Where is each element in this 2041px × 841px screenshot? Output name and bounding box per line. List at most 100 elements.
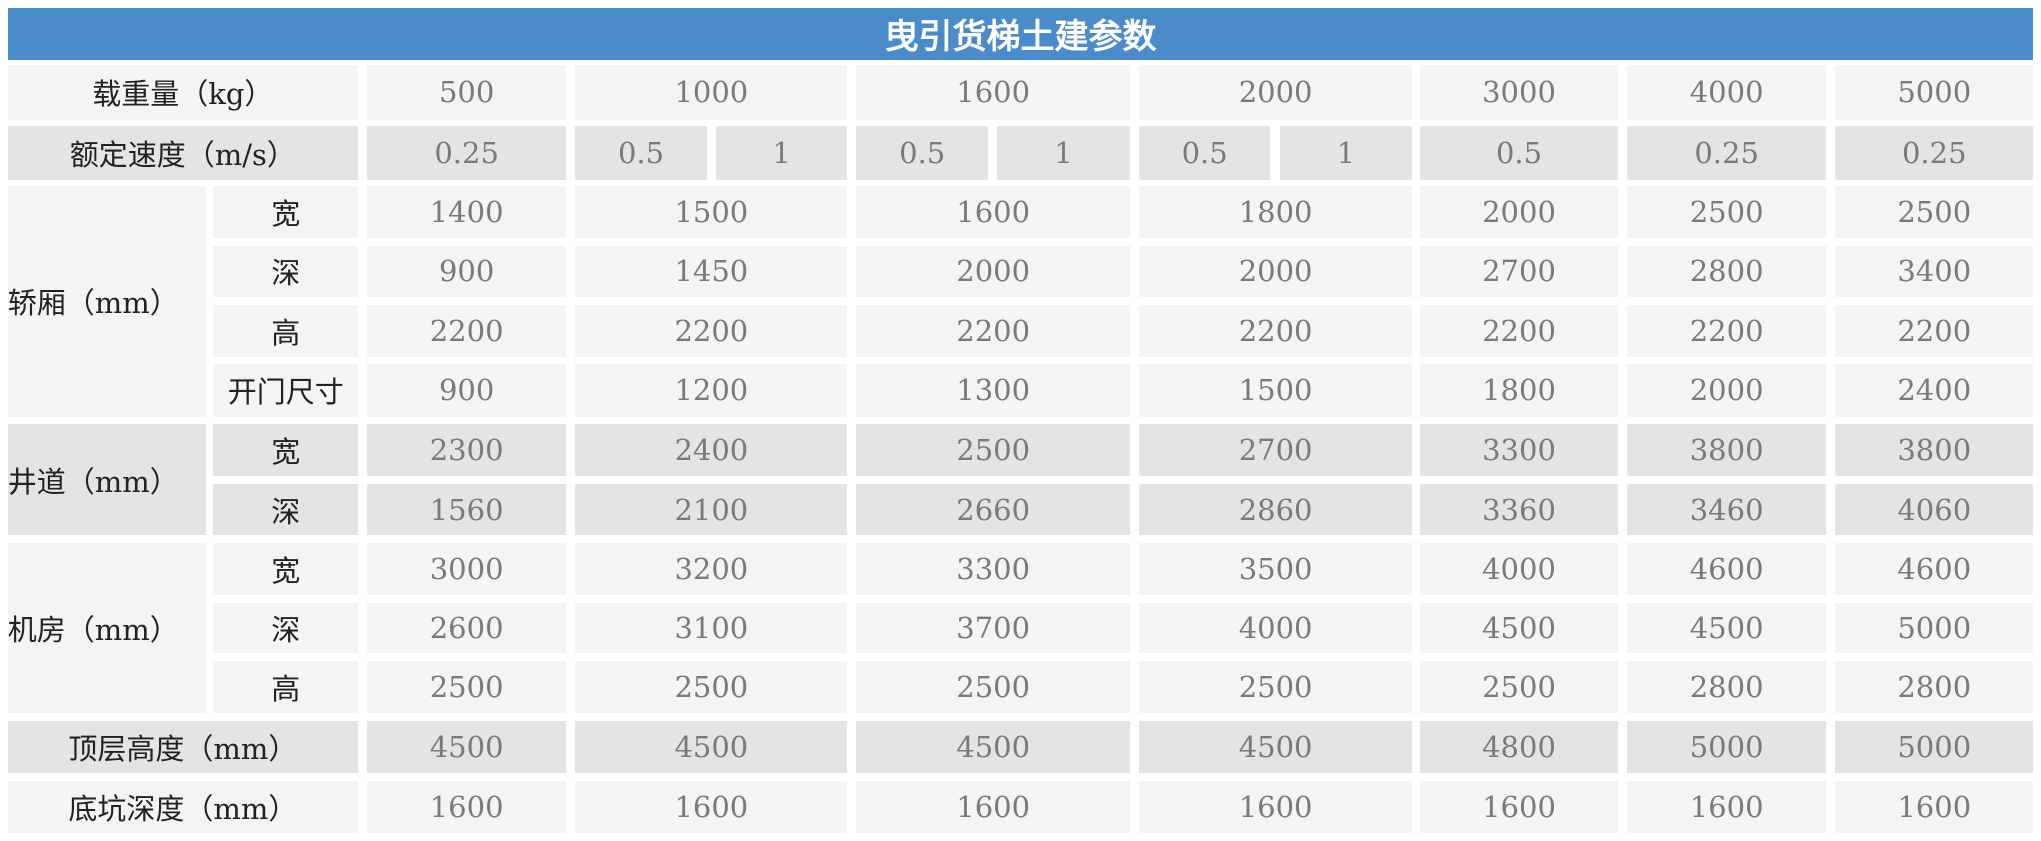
value-cell: 2800 [1835, 661, 2034, 714]
value-cell: 1500 [575, 186, 848, 239]
value-cell: 2200 [1138, 304, 1413, 357]
value-cell: 0.5 [1138, 126, 1271, 180]
value-cell: 1400 [367, 186, 567, 239]
value-cell: 0.5 [856, 126, 988, 180]
value-cell: 0.25 [1835, 126, 2034, 180]
row-label: 额定速度（m/s） [7, 126, 358, 180]
value-cell: 0.5 [575, 126, 707, 180]
value-cell: 1600 [367, 780, 567, 834]
value-cell: 2400 [575, 424, 848, 477]
value-cell: 1800 [1420, 364, 1618, 417]
value-cell: 2800 [1627, 246, 1827, 297]
value-cell: 2100 [575, 484, 848, 535]
row-label: 顶层高度（mm） [7, 721, 358, 774]
row-label: 宽 [213, 424, 358, 477]
group-label: 机房（mm） [7, 542, 206, 714]
row-label: 深 [213, 246, 358, 297]
row-label: 宽 [213, 186, 358, 239]
value-cell: 1560 [367, 484, 567, 535]
value-cell: 2500 [367, 661, 567, 714]
value-cell: 2500 [1138, 661, 1413, 714]
value-cell: 1 [715, 126, 848, 180]
value-cell: 2200 [1835, 304, 2034, 357]
value-cell: 2200 [367, 304, 567, 357]
value-cell: 1600 [1627, 780, 1827, 834]
value-cell: 2700 [1138, 424, 1413, 477]
value-cell: 4600 [1627, 542, 1827, 595]
value-cell: 2000 [1138, 246, 1413, 297]
value-cell: 3000 [367, 542, 567, 595]
value-cell: 4600 [1835, 542, 2034, 595]
value-cell: 2500 [575, 661, 848, 714]
value-cell: 2000 [1420, 186, 1618, 239]
value-cell: 1450 [575, 246, 848, 297]
value-cell: 3800 [1835, 424, 2034, 477]
value-cell: 2860 [1138, 484, 1413, 535]
value-cell: 1 [997, 126, 1130, 180]
value-cell: 2200 [575, 304, 848, 357]
value-cell: 4800 [1420, 721, 1618, 774]
value-cell: 2000 [1627, 364, 1827, 417]
value-cell: 1600 [1138, 780, 1413, 834]
value-cell: 2500 [1835, 186, 2034, 239]
value-cell: 900 [367, 246, 567, 297]
value-cell: 0.25 [1627, 126, 1827, 180]
value-cell: 4500 [856, 721, 1130, 774]
value-cell: 4500 [367, 721, 567, 774]
value-cell: 1600 [856, 65, 1130, 120]
value-cell: 2500 [1420, 661, 1618, 714]
value-cell: 3000 [1420, 65, 1618, 120]
value-cell: 2500 [856, 661, 1130, 714]
row-label: 宽 [213, 542, 358, 595]
group-label: 轿厢（mm） [7, 186, 206, 417]
value-cell: 1600 [1420, 780, 1618, 834]
row-label: 高 [213, 661, 358, 714]
value-cell: 2400 [1835, 364, 2034, 417]
row-label: 深 [213, 484, 358, 535]
value-cell: 1000 [575, 65, 848, 120]
value-cell: 1300 [856, 364, 1130, 417]
value-cell: 3700 [856, 602, 1130, 654]
value-cell: 3500 [1138, 542, 1413, 595]
value-cell: 0.25 [367, 126, 567, 180]
value-cell: 2800 [1627, 661, 1827, 714]
value-cell: 900 [367, 364, 567, 417]
row-label: 载重量（kg） [7, 65, 358, 120]
value-cell: 3460 [1627, 484, 1827, 535]
value-cell: 1 [1279, 126, 1413, 180]
table-title: 曳引货梯土建参数 [7, 7, 2034, 60]
value-cell: 5000 [1835, 602, 2034, 654]
row-label: 高 [213, 304, 358, 357]
row-label: 开门尺寸 [213, 364, 358, 417]
value-cell: 1800 [1138, 186, 1413, 239]
value-cell: 2200 [856, 304, 1130, 357]
value-cell: 2200 [1420, 304, 1618, 357]
value-cell: 4000 [1627, 65, 1827, 120]
value-cell: 2500 [856, 424, 1130, 477]
value-cell: 2500 [1627, 186, 1827, 239]
value-cell: 5000 [1627, 721, 1827, 774]
value-cell: 1500 [1138, 364, 1413, 417]
value-cell: 4000 [1138, 602, 1413, 654]
value-cell: 4500 [1138, 721, 1413, 774]
value-cell: 4060 [1835, 484, 2034, 535]
value-cell: 3400 [1835, 246, 2034, 297]
value-cell: 4500 [1627, 602, 1827, 654]
value-cell: 2660 [856, 484, 1130, 535]
value-cell: 2600 [367, 602, 567, 654]
value-cell: 4500 [1420, 602, 1618, 654]
value-cell: 1600 [856, 186, 1130, 239]
value-cell: 4000 [1420, 542, 1618, 595]
value-cell: 2700 [1420, 246, 1618, 297]
value-cell: 3300 [856, 542, 1130, 595]
value-cell: 2200 [1627, 304, 1827, 357]
group-label: 井道（mm） [7, 424, 206, 535]
value-cell: 3300 [1420, 424, 1618, 477]
row-label: 深 [213, 602, 358, 654]
value-cell: 2000 [856, 246, 1130, 297]
value-cell: 1600 [1835, 780, 2034, 834]
value-cell: 2000 [1138, 65, 1413, 120]
row-label: 底坑深度（mm） [7, 780, 358, 834]
value-cell: 500 [367, 65, 567, 120]
